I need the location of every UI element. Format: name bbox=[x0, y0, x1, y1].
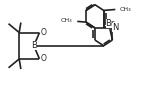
Text: CH₃: CH₃ bbox=[120, 7, 131, 12]
Text: CH₃: CH₃ bbox=[61, 18, 73, 23]
Text: N: N bbox=[112, 23, 119, 32]
Text: Br: Br bbox=[106, 19, 115, 28]
Text: B: B bbox=[31, 41, 37, 50]
Text: O: O bbox=[40, 54, 46, 63]
Text: O: O bbox=[40, 28, 46, 37]
